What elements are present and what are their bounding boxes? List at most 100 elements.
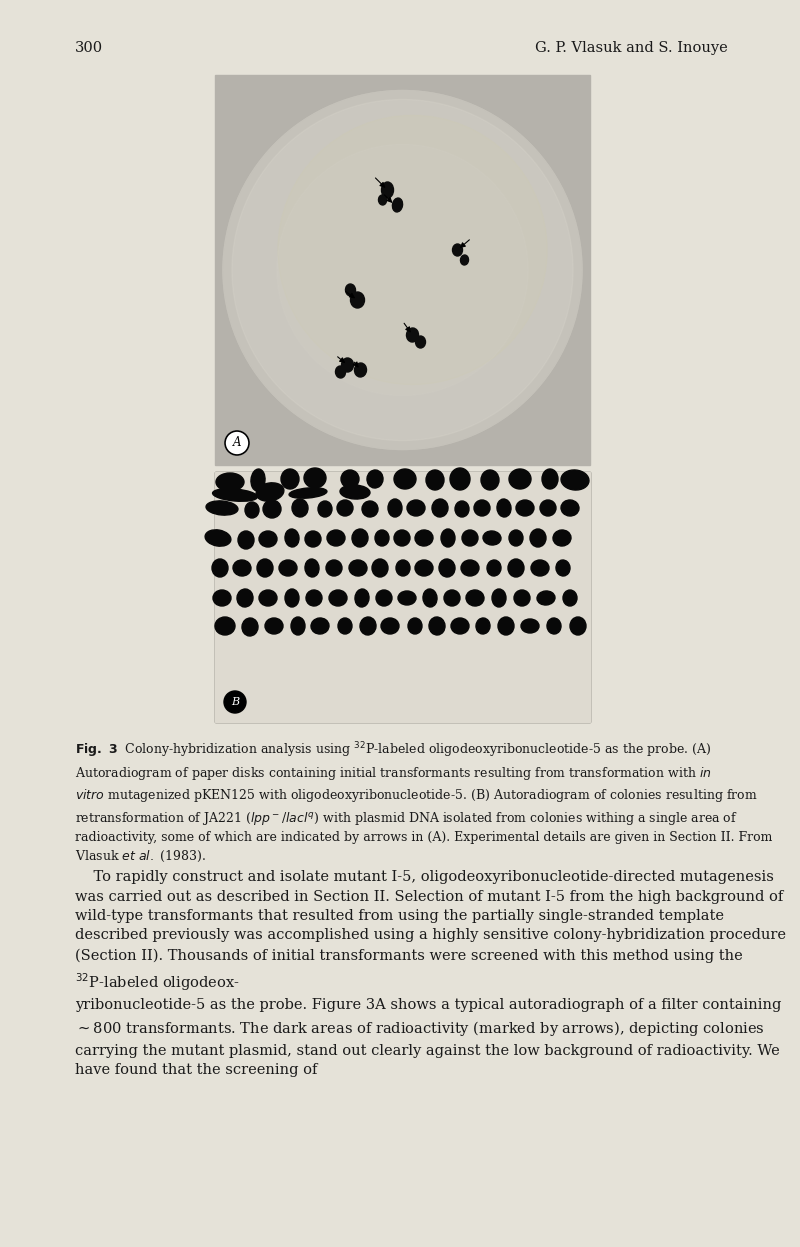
Ellipse shape [406, 328, 418, 342]
Ellipse shape [474, 500, 490, 516]
Ellipse shape [292, 499, 308, 518]
Text: A: A [233, 436, 242, 449]
Ellipse shape [327, 530, 345, 546]
Ellipse shape [466, 590, 484, 606]
Ellipse shape [304, 468, 326, 488]
Ellipse shape [242, 619, 258, 636]
Circle shape [232, 100, 573, 440]
Ellipse shape [394, 530, 410, 546]
Ellipse shape [509, 469, 531, 489]
Ellipse shape [233, 560, 251, 576]
Ellipse shape [492, 589, 506, 607]
Ellipse shape [311, 619, 329, 633]
Ellipse shape [259, 590, 277, 606]
Ellipse shape [326, 560, 342, 576]
Ellipse shape [388, 499, 402, 518]
Ellipse shape [215, 617, 235, 635]
Ellipse shape [285, 529, 299, 547]
Ellipse shape [281, 469, 299, 489]
Ellipse shape [396, 560, 410, 576]
Ellipse shape [408, 619, 422, 633]
Ellipse shape [354, 363, 366, 377]
Ellipse shape [451, 619, 469, 633]
Bar [215, 473, 590, 722]
Ellipse shape [563, 590, 577, 606]
Ellipse shape [423, 589, 437, 607]
Ellipse shape [415, 530, 433, 546]
Ellipse shape [360, 617, 376, 635]
Ellipse shape [213, 590, 231, 606]
Ellipse shape [547, 619, 561, 633]
Ellipse shape [426, 470, 444, 490]
Ellipse shape [291, 617, 305, 635]
Ellipse shape [337, 500, 353, 516]
Ellipse shape [537, 591, 555, 605]
Ellipse shape [432, 499, 448, 518]
Circle shape [225, 431, 249, 455]
Ellipse shape [455, 501, 469, 518]
Ellipse shape [251, 469, 265, 491]
Text: To rapidly construct and isolate mutant I-5, oligodeoxyribonucleotide-directed m: To rapidly construct and isolate mutant … [75, 870, 786, 1077]
Ellipse shape [329, 590, 347, 606]
Bar [215, 473, 590, 722]
Ellipse shape [375, 530, 389, 546]
Ellipse shape [372, 559, 388, 577]
Ellipse shape [450, 468, 470, 490]
Ellipse shape [487, 560, 501, 576]
Ellipse shape [530, 529, 546, 547]
Bar [215, 75, 590, 465]
Ellipse shape [256, 483, 284, 501]
Ellipse shape [514, 590, 530, 606]
Ellipse shape [338, 619, 352, 633]
Circle shape [277, 145, 528, 395]
Ellipse shape [378, 195, 386, 205]
Ellipse shape [542, 469, 558, 489]
Ellipse shape [346, 284, 355, 296]
Ellipse shape [257, 559, 273, 577]
Circle shape [223, 91, 582, 449]
Ellipse shape [453, 244, 462, 256]
Ellipse shape [393, 198, 402, 212]
Circle shape [223, 91, 582, 449]
Ellipse shape [285, 589, 299, 607]
Ellipse shape [289, 488, 327, 499]
Ellipse shape [439, 559, 455, 577]
Ellipse shape [352, 529, 368, 547]
Text: G. P. Vlasuk and S. Inouye: G. P. Vlasuk and S. Inouye [535, 41, 728, 55]
Ellipse shape [342, 358, 354, 372]
Ellipse shape [259, 531, 277, 547]
Ellipse shape [483, 531, 501, 545]
Circle shape [278, 116, 547, 384]
Ellipse shape [429, 617, 445, 635]
Ellipse shape [265, 619, 283, 633]
Ellipse shape [279, 560, 297, 576]
Ellipse shape [407, 500, 425, 516]
Ellipse shape [556, 560, 570, 576]
Text: 300: 300 [75, 41, 103, 55]
Ellipse shape [398, 591, 416, 605]
Text: $\mathbf{Fig.\ 3}$  Colony-hybridization analysis using $^{32}$P-labeled oligode: $\mathbf{Fig.\ 3}$ Colony-hybridization … [75, 739, 772, 864]
Ellipse shape [245, 503, 259, 518]
Ellipse shape [355, 589, 369, 607]
Ellipse shape [206, 501, 238, 515]
Ellipse shape [540, 500, 556, 516]
Ellipse shape [508, 559, 524, 577]
Ellipse shape [498, 617, 514, 635]
Ellipse shape [553, 530, 571, 546]
Ellipse shape [415, 335, 426, 348]
Ellipse shape [376, 590, 392, 606]
Circle shape [224, 691, 246, 713]
Ellipse shape [531, 560, 549, 576]
Ellipse shape [516, 500, 534, 516]
Ellipse shape [382, 182, 394, 198]
Ellipse shape [481, 470, 499, 490]
Ellipse shape [238, 531, 254, 549]
Ellipse shape [561, 500, 579, 516]
Ellipse shape [305, 531, 321, 547]
Ellipse shape [476, 619, 490, 633]
Ellipse shape [305, 559, 319, 577]
Ellipse shape [212, 559, 228, 577]
Text: B: B [231, 697, 239, 707]
Ellipse shape [237, 589, 253, 607]
Ellipse shape [570, 617, 586, 635]
